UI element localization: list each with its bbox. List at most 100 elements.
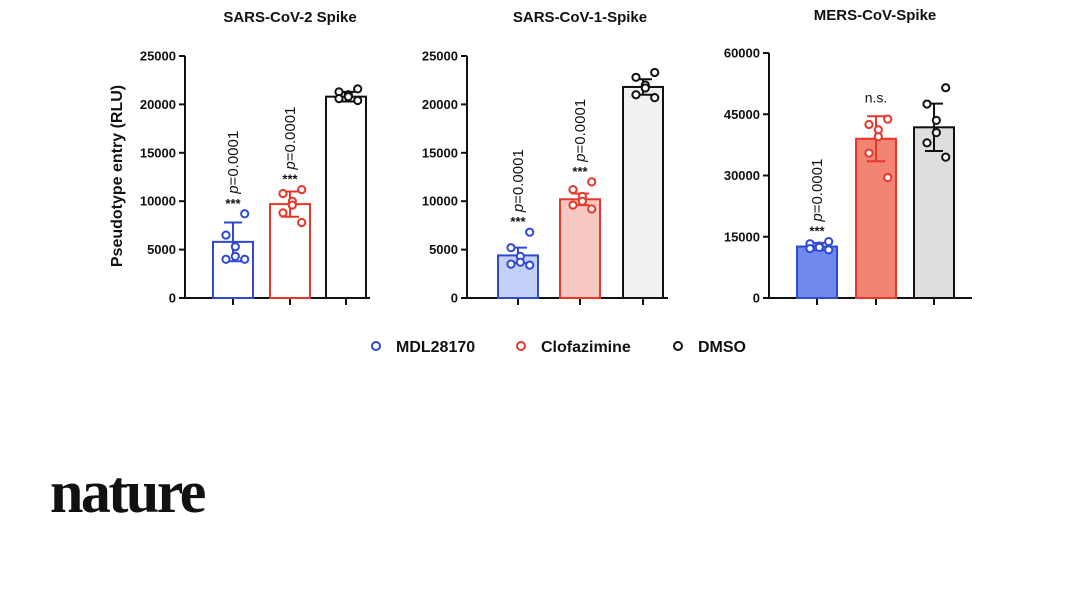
- data-point: [941, 83, 951, 93]
- data-point: [883, 114, 893, 124]
- y-tick-label: 15000: [724, 229, 760, 244]
- data-point: [922, 99, 932, 109]
- data-point: [278, 208, 288, 218]
- charts: SARS-CoV-2 Spike 0 5000 10000 15000 20000 2500…: [140, 7, 972, 306]
- significance-stars: ***: [282, 172, 298, 187]
- significance-stars: ***: [572, 164, 588, 179]
- significance-stars: ***: [809, 224, 825, 239]
- data-point: [587, 204, 597, 214]
- data-point: [353, 84, 363, 94]
- y-axis-label: Pseudotype entry (RLU): [109, 85, 126, 267]
- p-symbol: p: [809, 213, 826, 222]
- data-point: [230, 242, 240, 252]
- data-point: [631, 90, 641, 100]
- data-point: [883, 172, 893, 183]
- data-point: [240, 254, 250, 264]
- data-point: [240, 209, 250, 219]
- legend: MDL28170 Clofazimine DMSO: [371, 339, 746, 356]
- not-significant-label: n.s.: [865, 89, 888, 105]
- bar-clofazimine: [559, 198, 601, 300]
- data-point: [931, 128, 941, 138]
- legend-marker: [673, 341, 683, 351]
- chart-1: SARS-CoV-2 Spike 0 5000 10000 15000 20000 2500…: [140, 9, 370, 306]
- data-point: [506, 243, 516, 253]
- p-value-label: p=0.0001: [572, 99, 589, 163]
- data-point: [631, 72, 641, 82]
- nature-logo: nature: [50, 459, 206, 525]
- y-tick-label: 0: [753, 291, 760, 306]
- chart-2: SARS-CoV-1-Spike 0 5000 10000 15000 20000 2500…: [422, 9, 668, 306]
- p-symbol: p: [225, 185, 242, 194]
- chart-title: MERS-CoV-Spike: [814, 7, 937, 24]
- data-point: [824, 245, 834, 255]
- bar-clofazimine: [269, 203, 311, 300]
- chart-title: SARS-CoV-2 Spike: [223, 9, 356, 26]
- data-point: [922, 138, 932, 148]
- bar-clofazimine: [855, 137, 897, 299]
- y-tick-label: 5000: [429, 242, 458, 257]
- chart-3: MERS-CoV-Spike 0 15000 30000 45000 60000 ***p=…: [724, 7, 972, 306]
- bar-dmso: [622, 85, 664, 299]
- data-point: [506, 259, 516, 269]
- bar-dmso: [325, 95, 367, 299]
- p-value-label: p=0.0001: [510, 149, 527, 213]
- bar-dmso: [913, 126, 955, 299]
- p-value-label: p=0.0001: [282, 107, 299, 171]
- data-point: [941, 152, 951, 162]
- legend-label: DMSO: [698, 339, 746, 356]
- data-point: [650, 93, 660, 103]
- data-point: [221, 254, 231, 264]
- data-point: [864, 148, 874, 158]
- p-symbol: p: [572, 153, 589, 162]
- y-tick-label: 20000: [422, 97, 458, 112]
- data-point: [577, 196, 587, 206]
- y-tick-label: 0: [169, 291, 176, 306]
- data-point: [221, 230, 231, 240]
- y-tick-label: 25000: [422, 49, 458, 64]
- data-point: [568, 184, 578, 195]
- y-tick-label: 30000: [724, 168, 760, 183]
- p-symbol: p: [282, 161, 299, 170]
- p-symbol: p: [510, 204, 527, 213]
- y-tick-label: 20000: [140, 97, 176, 112]
- y-tick-label: 10000: [422, 194, 458, 209]
- y-tick-label: 15000: [422, 145, 458, 160]
- p-value-label: p=0.0001: [809, 159, 826, 223]
- legend-item-dmso: DMSO: [673, 339, 746, 356]
- data-point: [525, 260, 535, 270]
- data-point: [515, 257, 525, 267]
- data-point: [297, 217, 307, 228]
- y-tick-label: 45000: [724, 107, 760, 122]
- data-point: [334, 93, 344, 104]
- data-point: [297, 184, 307, 195]
- legend-marker: [516, 341, 526, 351]
- y-tick-label: 15000: [140, 145, 176, 160]
- legend-label: Clofazimine: [541, 339, 631, 356]
- legend-marker: [371, 341, 381, 351]
- bar-mdl28170: [796, 245, 838, 300]
- data-point: [230, 251, 240, 261]
- data-point: [650, 67, 660, 78]
- data-point: [824, 237, 834, 247]
- y-tick-label: 5000: [147, 242, 176, 257]
- y-tick-label: 0: [451, 291, 458, 306]
- y-tick-label: 25000: [140, 49, 176, 64]
- legend-label: MDL28170: [396, 339, 475, 356]
- data-point: [278, 188, 288, 199]
- data-point: [814, 242, 824, 252]
- legend-item-clofazimine: Clofazimine: [516, 339, 631, 356]
- chart-title: SARS-CoV-1-Spike: [513, 9, 647, 26]
- data-point: [805, 243, 815, 254]
- y-tick-label: 60000: [724, 46, 760, 61]
- data-point: [343, 92, 353, 102]
- legend-item-mdl28170: MDL28170: [371, 339, 475, 356]
- data-point: [568, 200, 578, 210]
- data-point: [640, 83, 650, 93]
- p-value-label: p=0.0001: [225, 131, 242, 195]
- y-tick-label: 10000: [140, 194, 176, 209]
- data-point: [525, 227, 535, 237]
- data-point: [587, 177, 597, 187]
- data-point: [287, 200, 297, 210]
- significance-stars: ***: [225, 196, 241, 211]
